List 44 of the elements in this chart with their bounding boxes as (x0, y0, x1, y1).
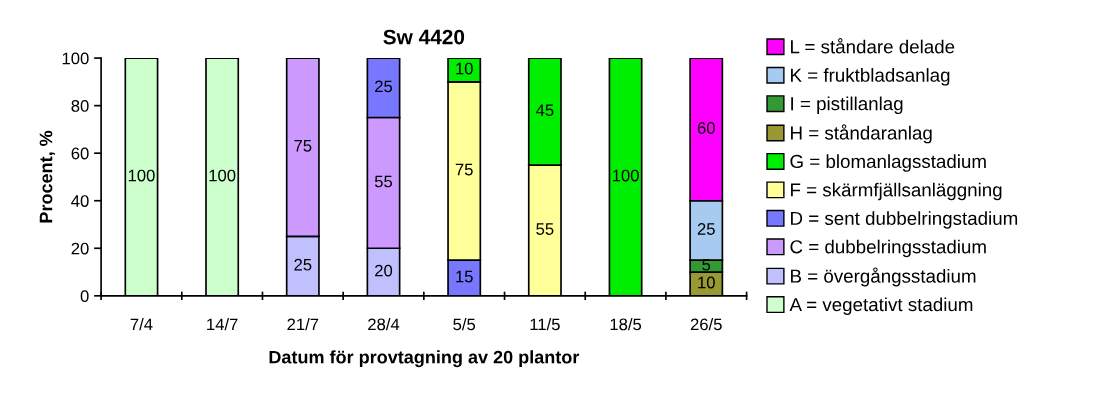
x-tick-label: 7/4 (130, 318, 153, 331)
data-label: 75 (455, 163, 473, 176)
data-label: 15 (456, 270, 473, 283)
y-tick-label: 20 (71, 242, 89, 255)
legend-label: K = fruktbladsanlag (791, 68, 950, 86)
data-label: 10 (698, 276, 715, 289)
data-label: 100 (612, 169, 639, 182)
legend-label: D = sent dubbelringstadium (791, 211, 1018, 229)
legend-label: B = övergångsstadium (791, 267, 976, 287)
legend-label: I = pistillanlag (791, 96, 903, 115)
data-label: 20 (375, 264, 393, 277)
x-tick-label: 5/5 (453, 318, 476, 331)
y-axis-title: Procent, % (39, 130, 55, 223)
legend-label: C = dubbelringsstadium (790, 239, 986, 258)
data-label: 10 (456, 62, 473, 75)
x-tick-label: 18/5 (610, 318, 642, 331)
legend-label: A = vegetativt stadium (789, 297, 973, 315)
y-tick-label: 0 (80, 290, 89, 303)
y-tick-label: 40 (71, 195, 89, 207)
data-label: 55 (536, 223, 554, 235)
data-label: 100 (209, 169, 236, 182)
data-label: 75 (294, 140, 312, 152)
x-tick-label: 26/5 (690, 318, 722, 331)
data-label: 55 (374, 175, 393, 188)
y-tick-label: 100 (62, 52, 89, 65)
y-tick-label: 60 (71, 147, 89, 160)
x-tick-label: 28/4 (368, 318, 400, 331)
data-label: 25 (375, 80, 393, 93)
legend-label: F = skärmfjällsanläggning (791, 182, 1002, 201)
chart-title: Sw 4420 (383, 29, 465, 45)
legend-label: G = blomanlagsstadium (790, 154, 986, 172)
data-label: 5 (702, 258, 711, 271)
x-tick-label: 21/7 (287, 318, 319, 331)
legend-label: H = ståndaranlag (791, 124, 932, 144)
legend-label: L = ståndare delade (791, 38, 955, 54)
data-label: 45 (535, 104, 554, 117)
y-tick-label: 80 (71, 100, 89, 112)
data-label: 100 (128, 169, 155, 182)
data-label: 25 (697, 223, 715, 235)
x-tick-label: 11/5 (530, 318, 560, 331)
x-axis-title: Datum för provtagning av 20 plantor (269, 350, 580, 368)
x-tick-label: 14/7 (207, 318, 238, 331)
data-label: 25 (294, 258, 312, 271)
data-label: 60 (697, 122, 715, 134)
